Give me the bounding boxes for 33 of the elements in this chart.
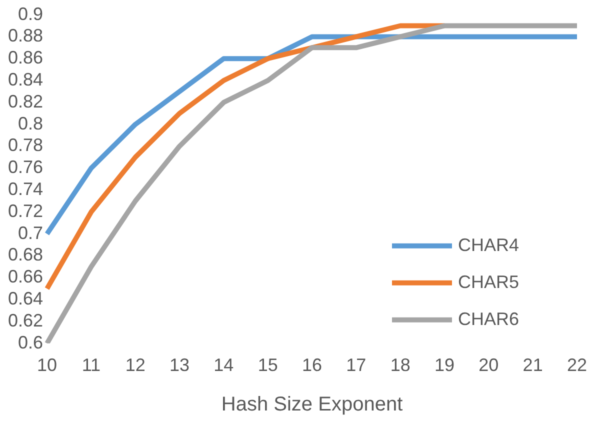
y-tick-label: 0.62 <box>8 310 44 330</box>
x-tick-label: 16 <box>302 355 322 376</box>
y-tick-label: 0.86 <box>8 48 44 68</box>
y-tick-label: 0.64 <box>8 288 44 309</box>
x-tick-label: 19 <box>434 355 455 376</box>
legend-label: CHAR4 <box>458 234 520 255</box>
y-tick-label: 0.68 <box>8 244 44 265</box>
x-tick-label: 11 <box>82 355 101 376</box>
x-tick-label: 10 <box>37 355 58 376</box>
legend-label: CHAR5 <box>458 272 520 292</box>
y-tick-label: 0.78 <box>8 135 44 156</box>
y-tick-label: 0.82 <box>8 91 44 112</box>
x-tick-label: 15 <box>258 355 278 376</box>
y-tick-label: 0.9 <box>18 4 44 24</box>
x-tick-label: 21 <box>522 355 543 376</box>
legend-label: CHAR6 <box>458 308 520 329</box>
y-tick-label: 0.76 <box>8 157 44 178</box>
y-tick-label: 0.88 <box>8 26 44 46</box>
x-axis-title: Hash Size Exponent <box>221 394 404 416</box>
x-tick-label: 20 <box>478 355 499 376</box>
y-tick-label: 0.7 <box>18 222 44 243</box>
x-tick-label: 14 <box>214 355 234 376</box>
x-tick-label: 18 <box>390 355 410 376</box>
y-tick-label: 0.84 <box>8 69 44 90</box>
x-tick-label: 13 <box>170 355 190 376</box>
y-tick-label: 0.74 <box>8 179 44 200</box>
x-tick-label: 12 <box>125 355 146 376</box>
x-tick-label: 22 <box>566 355 588 376</box>
y-tick-label: 0.6 <box>18 332 44 352</box>
y-tick-label: 0.72 <box>8 200 44 221</box>
x-tick-label: 17 <box>346 355 366 376</box>
y-tick-label: 0.8 <box>18 113 44 134</box>
y-tick-label: 0.66 <box>8 266 44 287</box>
